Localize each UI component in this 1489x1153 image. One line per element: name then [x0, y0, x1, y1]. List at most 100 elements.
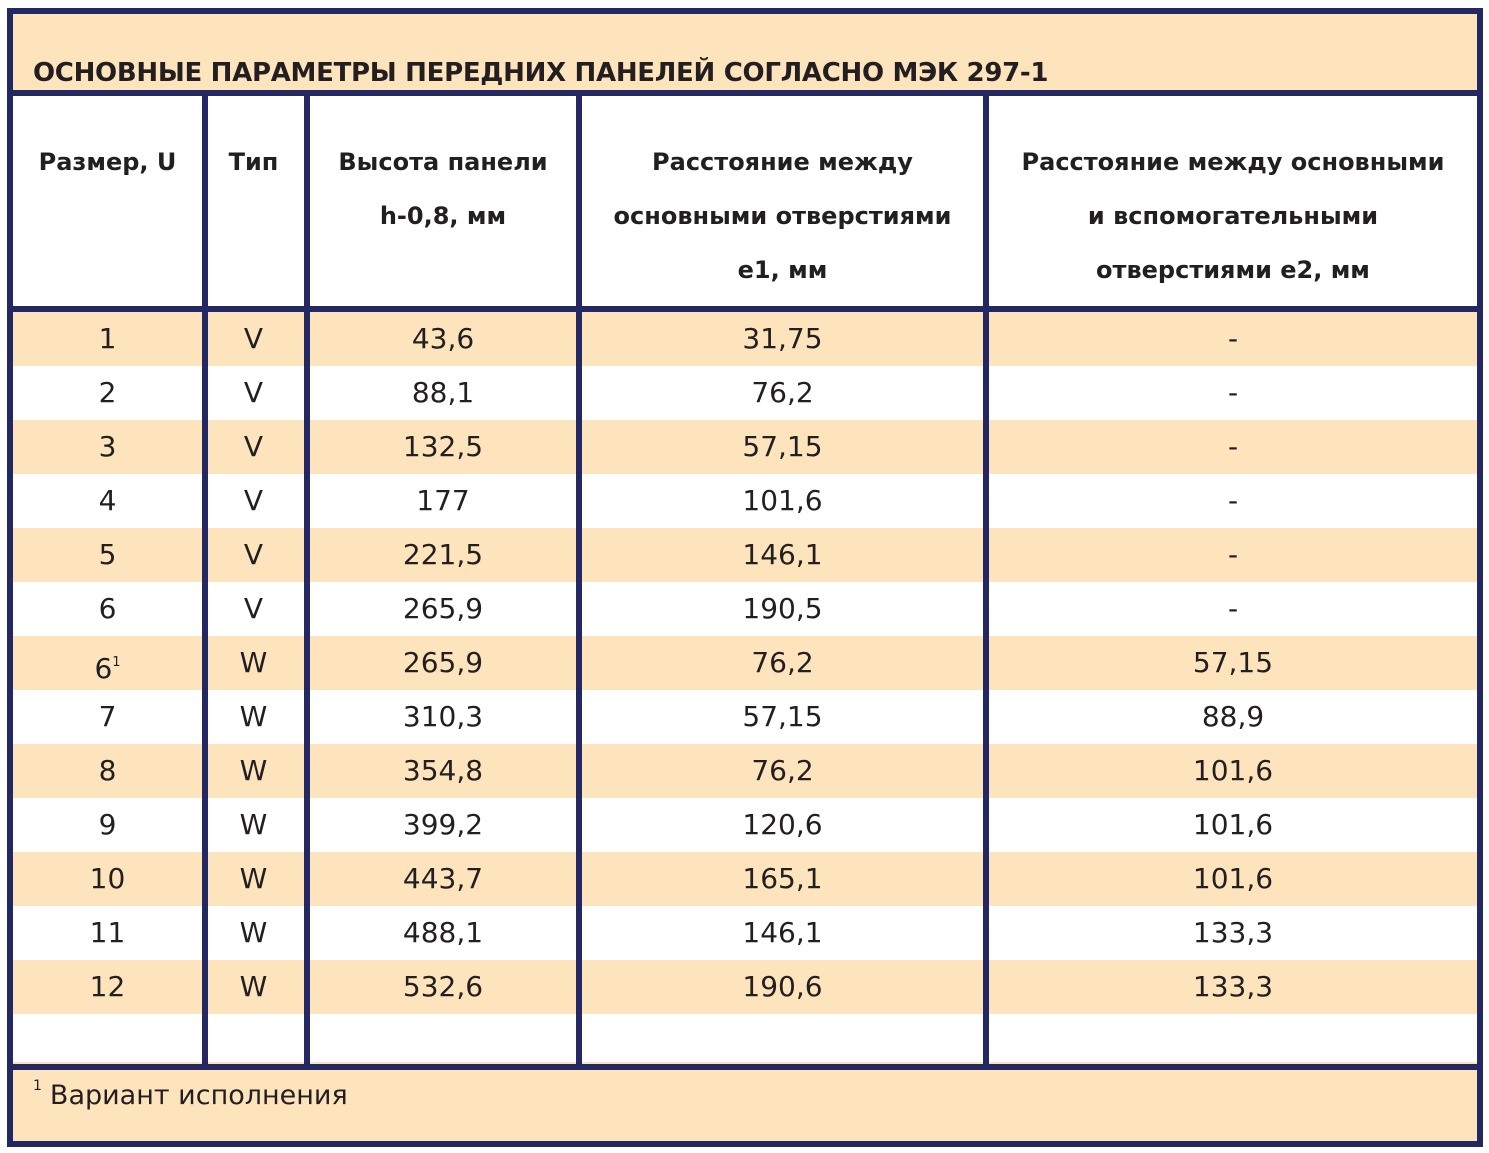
cell-e1: 76,2 [582, 636, 983, 690]
column-header-line: h-0,8, мм [379, 202, 507, 230]
cell-value: 101,6 [1192, 862, 1274, 895]
cell-value: 4 [98, 484, 117, 517]
cell-value: W [239, 862, 268, 895]
column-header: Высота панели h-0,8, мм [310, 102, 576, 310]
table-row: 4 V 177 101,6 - [13, 474, 1477, 528]
column-header-line: и вспомогательными [1087, 202, 1379, 230]
cell-e2: - [989, 420, 1477, 474]
cell-height: 443,7 [310, 852, 576, 906]
cell-height: 132,5 [310, 420, 576, 474]
cell-size: 12 [13, 960, 202, 1014]
cell-value: 6 [94, 652, 113, 685]
cell-e2: 133,3 [989, 960, 1477, 1014]
cell-value: 9 [98, 808, 117, 841]
cell-e1: 76,2 [582, 744, 983, 798]
cell-value: 57,15 [1192, 646, 1274, 679]
table-row: 8 W 354,8 76,2 101,6 [13, 744, 1477, 798]
cell-e2: 133,3 [989, 906, 1477, 960]
cell-height: 43,6 [310, 312, 576, 366]
cell-value: 443,7 [402, 862, 484, 895]
cell-type: W [208, 690, 299, 744]
cell-e1: 57,15 [582, 690, 983, 744]
cell-value: 354,8 [402, 754, 484, 787]
footnote: 1 Вариант исполнения [33, 1078, 348, 1111]
cell-value: 532,6 [402, 970, 484, 1003]
cell-e1: 31,75 [582, 312, 983, 366]
cell-value: 76,2 [751, 646, 814, 679]
cell-value: - [1227, 484, 1239, 517]
column-header-line: Расстояние между основными [1021, 148, 1445, 176]
cell-height: 265,9 [310, 636, 576, 690]
cell-value: 1 [98, 322, 117, 355]
cell-type: V [208, 582, 299, 636]
cell-value: 190,5 [742, 592, 823, 625]
cell-value: 43,6 [411, 322, 475, 355]
cell-e2: 101,6 [989, 852, 1477, 906]
cell-value: 76,2 [751, 754, 814, 787]
cell-value: W [239, 646, 268, 679]
cell-value: 146,1 [742, 916, 823, 949]
cell-value: 57,15 [742, 430, 823, 463]
cell-value: 221,5 [402, 538, 484, 571]
cell-type: V [208, 528, 299, 582]
cell-value: W [239, 970, 268, 1003]
cell-value: - [1227, 538, 1239, 571]
column-header: Расстояние между основными отверстиями e1,… [582, 102, 983, 310]
cell-size: 4 [13, 474, 202, 528]
cell-value: 120,6 [742, 808, 823, 841]
cell-value: 6 [98, 592, 117, 625]
cell-value: 310,3 [402, 700, 484, 733]
cell-size: 9 [13, 798, 202, 852]
column-header-line: основными отверстиями [613, 202, 952, 230]
table-row: 7 W 310,3 57,15 88,9 [13, 690, 1477, 744]
cell-type: V [208, 420, 299, 474]
column-divider [202, 96, 208, 1064]
cell-value: W [239, 754, 268, 787]
table-row: 3 V 132,5 57,15 - [13, 420, 1477, 474]
column-header-line: отверстиями e2, мм [1096, 256, 1370, 284]
cell-value: 76,2 [751, 376, 814, 409]
cell-size: 8 [13, 744, 202, 798]
cell-height: 310,3 [310, 690, 576, 744]
column-header: Тип [208, 102, 299, 310]
cell-value: 3 [98, 430, 117, 463]
empty-row [13, 1014, 1477, 1062]
table-row: 5 V 221,5 146,1 - [13, 528, 1477, 582]
cell-value: 5 [98, 538, 117, 571]
cell-value: 88,1 [411, 376, 475, 409]
table-row: 2 V 88,1 76,2 - [13, 366, 1477, 420]
cell-type: W [208, 852, 299, 906]
column-header-line: Высота панели [338, 148, 548, 176]
table-row: 12 W 532,6 190,6 133,3 [13, 960, 1477, 1014]
cell-type: V [208, 312, 299, 366]
footnote-text: Вариант исполнения [49, 1080, 348, 1111]
cell-height: 221,5 [310, 528, 576, 582]
cell-value: - [1227, 592, 1239, 625]
cell-e1: 101,6 [582, 474, 983, 528]
cell-height: 399,2 [310, 798, 576, 852]
cell-size: 1 [13, 312, 202, 366]
cell-e1: 146,1 [582, 906, 983, 960]
cell-value: 101,6 [742, 484, 823, 517]
cell-height: 177 [310, 474, 576, 528]
cell-value: V [243, 322, 264, 355]
cell-value: 265,9 [402, 592, 484, 625]
cell-e1: 57,15 [582, 420, 983, 474]
cell-value: 132,5 [402, 430, 484, 463]
cell-value: 8 [98, 754, 117, 787]
cell-e1: 120,6 [582, 798, 983, 852]
cell-e2: - [989, 474, 1477, 528]
cell-height: 354,8 [310, 744, 576, 798]
cell-size: 7 [13, 690, 202, 744]
cell-e2: - [989, 528, 1477, 582]
cell-value: 101,6 [1192, 754, 1274, 787]
table-row: 10 W 443,7 165,1 101,6 [13, 852, 1477, 906]
cell-e1: 165,1 [582, 852, 983, 906]
cell-value: 133,3 [1192, 916, 1274, 949]
cell-value: V [243, 376, 264, 409]
cell-value: 10 [89, 862, 126, 895]
table-rule [13, 306, 1477, 312]
table-row: 9 W 399,2 120,6 101,6 [13, 798, 1477, 852]
cell-type: W [208, 636, 299, 690]
cell-type: W [208, 906, 299, 960]
